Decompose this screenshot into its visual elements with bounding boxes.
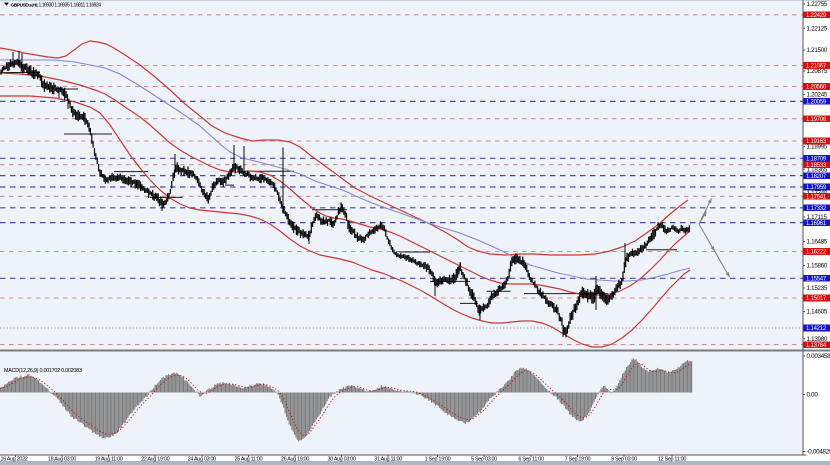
svg-text:1.18709: 1.18709	[806, 157, 827, 163]
svg-text:MACD(12,26,9) 0.001702 0.00208: MACD(12,26,9) 0.001702 0.002083	[4, 368, 82, 374]
svg-text:1.20875: 1.20875	[807, 68, 828, 75]
svg-text:1.16961: 1.16961	[806, 221, 827, 227]
svg-text:16 Aug 2022: 16 Aug 2022	[1, 457, 28, 463]
svg-text:1.15860: 1.15860	[807, 263, 828, 270]
svg-text:18 Aug 03:00: 18 Aug 03:00	[48, 457, 76, 463]
svg-text:1.17115: 1.17115	[807, 214, 828, 221]
svg-text:-0.004829: -0.004829	[807, 449, 830, 456]
svg-text:1.13784: 1.13784	[806, 343, 827, 349]
svg-text:1.22125: 1.22125	[807, 25, 828, 32]
svg-text:1.14605: 1.14605	[807, 309, 828, 316]
svg-text:1.22755: 1.22755	[807, 1, 828, 8]
svg-text:1.18365: 1.18365	[807, 166, 828, 173]
svg-text:1.18995: 1.18995	[807, 144, 828, 151]
svg-text:1.20560: 1.20560	[806, 85, 827, 91]
svg-text:1.20245: 1.20245	[807, 92, 828, 99]
svg-text:1.19163: 1.19163	[806, 139, 827, 145]
svg-text:1.17332: 1.17332	[806, 206, 827, 212]
svg-text:5 Sep 03:00: 5 Sep 03:00	[471, 457, 497, 463]
svg-text:31 Aug 11:00: 31 Aug 11:00	[374, 457, 402, 463]
svg-text:9 Sep 03:00: 9 Sep 03:00	[611, 457, 637, 463]
svg-text:1.19706: 1.19706	[806, 117, 827, 123]
svg-text:0.003458: 0.003458	[807, 353, 830, 360]
svg-text:GBPUSD.s,H1: GBPUSD.s,H1	[11, 3, 39, 9]
svg-text:1.15017: 1.15017	[806, 296, 827, 302]
svg-text:1.16485: 1.16485	[807, 239, 828, 246]
svg-text:0.00: 0.00	[807, 392, 819, 399]
svg-text:1.16222: 1.16222	[806, 250, 827, 256]
svg-text:19 Aug 11:00: 19 Aug 11:00	[95, 457, 123, 463]
svg-text:1.18207: 1.18207	[806, 174, 827, 180]
svg-text:1.21067: 1.21067	[806, 64, 827, 70]
svg-text:25 Aug 11:00: 25 Aug 11:00	[235, 457, 263, 463]
svg-text:1.21500: 1.21500	[807, 47, 828, 54]
svg-text:1.14212: 1.14212	[806, 326, 827, 332]
svg-text:1.17641: 1.17641	[806, 195, 827, 201]
svg-text:1.13980: 1.13980	[807, 336, 828, 343]
svg-text:6 Sep 11:00: 6 Sep 11:00	[518, 457, 544, 463]
svg-text:7 Sep 19:00: 7 Sep 19:00	[565, 457, 591, 463]
svg-text:26 Aug 19:00: 26 Aug 19:00	[281, 457, 309, 463]
svg-text:22 Aug 19:00: 22 Aug 19:00	[141, 457, 169, 463]
svg-text:24 Aug 03:00: 24 Aug 03:00	[188, 457, 216, 463]
svg-text:1.15547: 1.15547	[806, 277, 827, 283]
svg-text:1.22429: 1.22429	[806, 13, 827, 19]
svg-text:1.18533: 1.18533	[806, 163, 827, 169]
svg-text:12 Sep 11:00: 12 Sep 11:00	[658, 457, 686, 463]
svg-text:1 Sep 19:00: 1 Sep 19:00	[425, 457, 451, 463]
svg-text:1.20059: 1.20059	[806, 100, 827, 106]
svg-text:1.17959: 1.17959	[806, 185, 827, 191]
svg-text:1.16930 1.16935 1.16811 1.1692: 1.16930 1.16935 1.16811 1.16924	[39, 3, 102, 9]
svg-text:30 Aug 03:00: 30 Aug 03:00	[328, 457, 356, 463]
svg-text:1.15235: 1.15235	[807, 285, 828, 292]
